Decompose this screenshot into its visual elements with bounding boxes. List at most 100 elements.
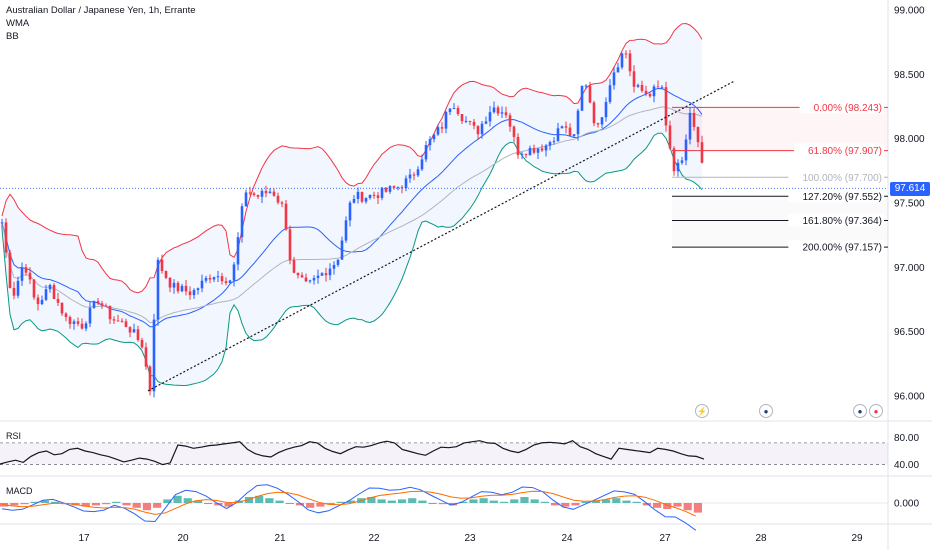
macd-histogram-bar bbox=[142, 503, 152, 511]
macd-histogram-bar bbox=[91, 503, 101, 506]
candle-body bbox=[148, 366, 152, 392]
candle-body bbox=[284, 203, 288, 230]
macd-histogram-bar bbox=[295, 503, 305, 506]
candle-body bbox=[100, 303, 104, 306]
candle-body bbox=[88, 307, 92, 324]
candle-body bbox=[692, 112, 696, 127]
candle-body bbox=[272, 191, 276, 196]
candle-body bbox=[636, 84, 640, 87]
bb-lower-line bbox=[1, 132, 703, 386]
candle-body bbox=[684, 139, 688, 161]
candle-body bbox=[480, 123, 484, 135]
macd-histogram-bar bbox=[10, 503, 19, 506]
candle-body bbox=[492, 107, 496, 113]
candle-body bbox=[316, 275, 320, 279]
macd-histogram-bar bbox=[438, 503, 447, 505]
candle-body bbox=[432, 134, 436, 140]
candle-body bbox=[200, 280, 204, 289]
candle-body bbox=[656, 86, 660, 88]
candle-body bbox=[196, 288, 200, 291]
candle-body bbox=[452, 108, 456, 110]
macd-histogram-bar bbox=[102, 503, 111, 505]
au-flag-event-icon[interactable]: ● bbox=[759, 404, 773, 418]
trendline bbox=[147, 80, 736, 392]
symbol-title: Australian Dollar / Japanese Yen, 1h, Er… bbox=[6, 5, 196, 16]
macd-histogram-bar bbox=[112, 501, 121, 503]
candle-body bbox=[12, 288, 16, 296]
macd-signal-line bbox=[1, 490, 697, 517]
current-price-tag: 97.614 bbox=[890, 182, 930, 196]
flash-event-icon[interactable]: ⚡ bbox=[695, 404, 709, 418]
candle-body bbox=[320, 273, 324, 276]
au-flag-event-icon-2[interactable]: ● bbox=[853, 404, 867, 418]
wma-indicator-label[interactable]: WMA bbox=[6, 18, 30, 29]
macd-histogram-bar bbox=[173, 495, 182, 503]
candle-body bbox=[24, 267, 28, 273]
candle-body bbox=[244, 192, 248, 207]
rsi-tick-label: 40.00 bbox=[894, 460, 919, 471]
candle-body bbox=[496, 107, 500, 114]
macd-histogram-bar bbox=[51, 501, 60, 503]
macd-histogram-bar bbox=[183, 498, 192, 503]
macd-histogram-bar bbox=[459, 501, 468, 503]
candle-body bbox=[416, 169, 420, 176]
candle-body bbox=[376, 195, 380, 198]
candle-body bbox=[344, 220, 348, 241]
macd-histogram-bar bbox=[81, 503, 90, 507]
macd-histogram-bar bbox=[163, 499, 172, 503]
macd-histogram-bar bbox=[122, 503, 131, 506]
time-tick-label: 27 bbox=[659, 533, 671, 544]
candle-body bbox=[424, 145, 428, 160]
wma-line bbox=[1, 106, 703, 324]
candle-body bbox=[268, 191, 272, 194]
time-tick-label: 29 bbox=[851, 533, 863, 544]
candle-body bbox=[68, 317, 72, 324]
macd-histogram-bar bbox=[550, 503, 560, 506]
candle-body bbox=[72, 321, 76, 324]
jp-flag-event-icon[interactable]: ● bbox=[869, 404, 883, 418]
candle-body bbox=[84, 323, 88, 329]
candle-body bbox=[388, 186, 392, 192]
candle-body bbox=[364, 198, 368, 202]
rsi-tick-label: 80.00 bbox=[894, 433, 919, 444]
candle-body bbox=[28, 272, 32, 280]
candle-body bbox=[220, 276, 224, 282]
candle-body bbox=[372, 194, 376, 196]
candle-body bbox=[236, 237, 240, 265]
macd-histogram-bar bbox=[520, 497, 529, 503]
candle-body bbox=[580, 85, 584, 111]
macd-histogram-bar bbox=[612, 498, 621, 503]
macd-histogram-bar bbox=[663, 503, 672, 509]
candle-body bbox=[32, 279, 36, 298]
candle-body bbox=[132, 329, 136, 333]
candle-body bbox=[620, 53, 624, 68]
candle-body bbox=[644, 90, 648, 94]
candle-body bbox=[0, 222, 4, 224]
macd-histogram-bar bbox=[40, 500, 50, 503]
candle-body bbox=[340, 240, 344, 260]
rsi-panel-label[interactable]: RSI bbox=[6, 431, 22, 441]
macd-panel-label[interactable]: MACD bbox=[6, 486, 33, 496]
candle-body bbox=[48, 285, 52, 290]
bb-indicator-label[interactable]: BB bbox=[6, 31, 19, 42]
candle-body bbox=[524, 154, 528, 156]
price-tick-label: 97.000 bbox=[894, 263, 925, 274]
macd-line bbox=[1, 484, 697, 531]
candle-body bbox=[512, 126, 516, 137]
candle-body bbox=[368, 194, 372, 199]
time-tick-label: 21 bbox=[274, 533, 286, 544]
candle-body bbox=[408, 174, 412, 179]
candle-body bbox=[76, 321, 80, 324]
candle-body bbox=[152, 319, 156, 392]
time-tick-label: 23 bbox=[464, 533, 476, 544]
time-tick-label: 22 bbox=[368, 533, 380, 544]
candle-body bbox=[548, 142, 552, 146]
fib-level-label: 200.00% (97.157) bbox=[802, 243, 882, 254]
macd-histogram-bar bbox=[367, 497, 376, 503]
fib-level-label: 161.80% (97.364) bbox=[802, 216, 882, 227]
candle-body bbox=[680, 160, 684, 163]
candle-body bbox=[16, 280, 20, 296]
candle-body bbox=[212, 277, 216, 280]
macd-histogram-bar bbox=[561, 503, 570, 507]
